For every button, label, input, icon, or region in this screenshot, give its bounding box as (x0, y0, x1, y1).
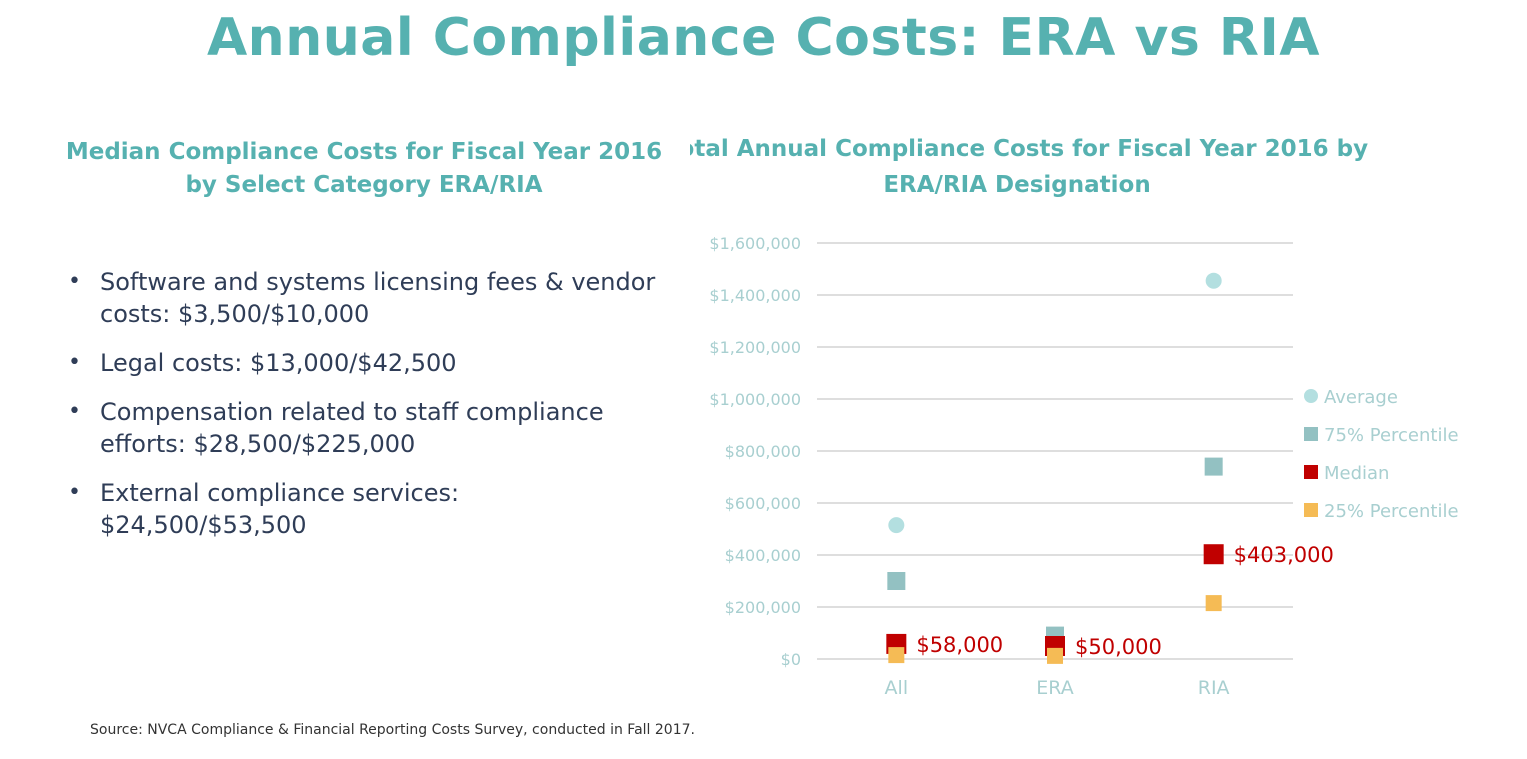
legend-marker (1304, 389, 1318, 403)
left-panel-title: Median Compliance Costs for Fiscal Year … (64, 136, 664, 202)
compliance-cost-chart: Total Annual Compliance Costs for Fiscal… (690, 136, 1459, 699)
median-data-label: $50,000 (1075, 635, 1162, 659)
x-tick-label: All (885, 677, 909, 699)
y-tick-label: $0 (781, 650, 801, 669)
p75-point (887, 572, 906, 590)
bullet-line: costs: $3,500/$10,000 (100, 300, 370, 328)
legend-label: 75% Percentile (1324, 425, 1459, 446)
median-data-label: $403,000 (1234, 543, 1334, 567)
chart-x-axis: All ERA RIA (885, 677, 1230, 699)
chart-title-line1: Total Annual Compliance Costs for Fiscal… (690, 136, 1368, 162)
source-note: Source: NVCA Compliance & Financial Repo… (90, 722, 695, 738)
chart-data-points (886, 272, 1224, 664)
chart-title-line2: ERA/RIA Designation (883, 172, 1150, 198)
legend-marker (1304, 427, 1318, 441)
chart-gridlines (817, 242, 1293, 660)
p25-point (1047, 647, 1063, 664)
p25-point (888, 647, 905, 664)
y-tick-label: $800,000 (725, 442, 801, 461)
bullet-item-compensation: Compensation related to staff compliance… (62, 396, 682, 460)
y-tick-label: $200,000 (725, 598, 801, 617)
bullet-item-legal: Legal costs: $13,000/$42,500 (62, 347, 682, 379)
y-tick-label: $1,000,000 (709, 390, 801, 409)
x-tick-label: ERA (1036, 677, 1073, 699)
average-point (1205, 272, 1222, 289)
p25-point (1205, 595, 1222, 612)
x-tick-label: RIA (1198, 677, 1230, 699)
chart-legend: Average 75% Percentile Median 25% Percentil… (1304, 387, 1459, 522)
page-title: Annual Compliance Costs: ERA vs RIA (206, 8, 1321, 68)
bullet-line: $24,500/$53,500 (100, 511, 307, 539)
left-title-line2: by Select Category ERA/RIA (185, 172, 543, 198)
bullet-line: Software and systems licensing fees & ve… (100, 268, 656, 296)
bullet-line: External compliance services: (100, 479, 460, 507)
y-tick-label: $1,400,000 (709, 286, 801, 305)
y-tick-label: $1,200,000 (709, 338, 801, 357)
legend-marker (1304, 503, 1318, 517)
left-title-line1: Median Compliance Costs for Fiscal Year … (65, 139, 663, 165)
y-tick-label: $1,600,000 (709, 234, 801, 253)
bullet-item-external: External compliance services: $24,500/$5… (62, 477, 682, 541)
bullet-line: Legal costs: $13,000/$42,500 (100, 349, 457, 377)
average-point (888, 517, 905, 534)
y-tick-label: $400,000 (725, 546, 801, 565)
legend-label: Average (1324, 387, 1398, 408)
bullet-line: efforts: $28,500/$225,000 (100, 430, 416, 458)
cost-bullet-list: Software and systems licensing fees & ve… (62, 266, 682, 558)
chart-title: Total Annual Compliance Costs for Fiscal… (690, 136, 1368, 198)
chart-y-axis: $0 $200,000 $400,000 $600,000 $800,000 $1,000… (709, 234, 801, 669)
p75-point (1204, 457, 1223, 476)
bullet-line: Compensation related to staff compliance (100, 398, 604, 426)
legend-marker (1304, 465, 1318, 479)
legend-label: 25% Percentile (1324, 501, 1459, 522)
legend-label: Median (1324, 463, 1389, 484)
median-data-label: $58,000 (916, 633, 1003, 657)
median-point (1203, 544, 1224, 565)
chart-data-labels: $58,000 $50,000 $403,000 (916, 543, 1334, 659)
y-tick-label: $600,000 (725, 494, 801, 513)
bullet-item-software: Software and systems licensing fees & ve… (62, 266, 682, 330)
